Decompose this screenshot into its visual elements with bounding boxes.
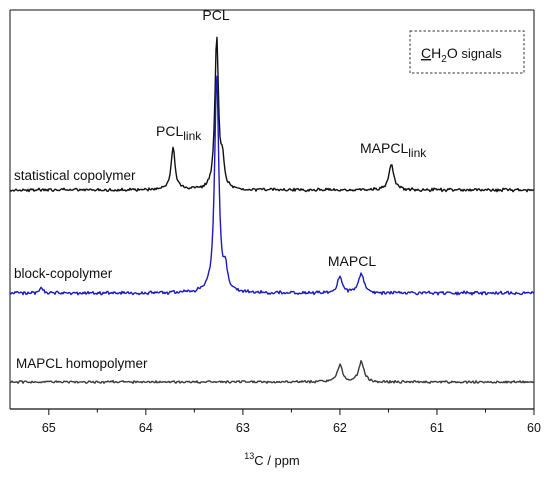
signals-legend-box: CH2O signals (409, 30, 525, 74)
x-tick-label: 62 (333, 421, 347, 435)
annotation-pcl-link-sub: link (183, 129, 202, 143)
annotation-pcl: PCL (202, 7, 229, 23)
series-label-block: block-copolymer (14, 266, 113, 281)
x-axis-title-sup: 13 (244, 451, 254, 461)
annotation-mapcl: MAPCL (328, 253, 376, 269)
series-label-homopolymer: MAPCL homopolymer (16, 356, 148, 371)
annotation-mapcl-link-base: MAPCL (360, 140, 408, 156)
x-axis-title: 13C / ppm (244, 451, 300, 468)
legend-o: O (447, 45, 458, 61)
series-line (9, 36, 535, 193)
x-axis-title-rest: C / ppm (254, 453, 300, 468)
series-line (9, 360, 535, 384)
annotation-pcl-link-base: PCL (156, 123, 183, 139)
legend-signals: signals (458, 46, 503, 61)
series-line (9, 75, 535, 296)
spectrum-traces (9, 36, 535, 384)
annotation-mapcl-link: MAPCLlink (360, 140, 427, 160)
x-tick-label: 60 (527, 421, 541, 435)
legend-underlined-c: C (421, 45, 431, 61)
series-label-statistical: statistical copolymer (14, 168, 136, 183)
legend-sub-2: 2 (441, 54, 447, 65)
legend-h: H (431, 45, 441, 61)
x-tick-label: 64 (139, 421, 153, 435)
legend-border (409, 30, 525, 74)
x-tick-label: 61 (430, 421, 444, 435)
x-tick-label: 63 (236, 421, 250, 435)
x-axis-ticks: 65 64 63 62 61 60 (42, 409, 541, 435)
annotation-mapcl-link-sub: link (408, 146, 427, 160)
x-tick-label: 65 (42, 421, 56, 435)
legend-text: CH2O signals (421, 45, 502, 65)
annotation-pcl-link: PCLlink (156, 123, 202, 143)
